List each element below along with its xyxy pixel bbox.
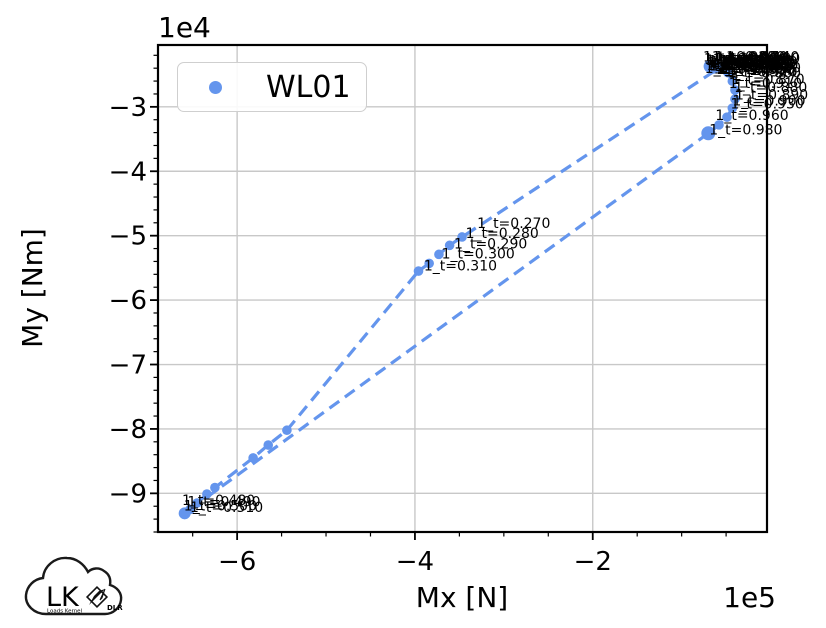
y-offset-text: 1e4 — [158, 11, 211, 44]
data-point — [727, 103, 738, 113]
data-point — [730, 94, 740, 104]
tick-labels: −6 −4 −2 −3 −4 −5 −6 −7 −8 −9 — [109, 93, 612, 577]
data-point — [714, 120, 724, 130]
annotation-label: 1_t=0.030 — [719, 61, 792, 77]
annotation-label: 1_t=0.280 — [466, 226, 539, 242]
x-tick-label: −2 — [574, 547, 612, 577]
annotation-label: 1_t=0.120 — [715, 51, 788, 67]
annotation-label: 1_t=0.210 — [712, 50, 785, 66]
annotation-label: 1_t=0.240 — [728, 61, 801, 77]
annotation-label: 1_t=0.290 — [454, 236, 527, 252]
annotation-label: 1_t=0.980 — [709, 122, 782, 138]
data-point — [727, 76, 738, 86]
annotation-label: 1_t=0.850 — [722, 62, 795, 78]
annotation-label: 1_t=0.910 — [729, 76, 802, 92]
annotation-label: 1_t=0.920 — [724, 64, 797, 80]
y-tick-label: −9 — [109, 479, 147, 509]
x-tick-label: −4 — [396, 547, 434, 577]
annotation-label: 1_t=0.180 — [722, 54, 795, 70]
data-point — [701, 126, 716, 141]
y-axis-label: My [Nm] — [16, 228, 49, 348]
annotation-label: 1_t=0.100 — [705, 61, 778, 77]
annotation-label: 1_t=0.090 — [725, 57, 798, 73]
annotation-label: 1_t=0.060 — [709, 59, 782, 75]
data-point — [178, 507, 191, 520]
data-point — [715, 62, 726, 72]
annotation-label: 1_t=0.930 — [731, 97, 804, 113]
data-point — [424, 258, 434, 269]
y-tick-label: −3 — [109, 93, 147, 123]
annotation-label: 1_t=0.150 — [706, 53, 779, 69]
annotation-label: 1_t=0.890 — [735, 88, 808, 104]
data-point — [722, 112, 732, 122]
annotation-label: 1_t=0.110 — [710, 55, 783, 71]
annotation-label: 1_t=0.860 — [728, 66, 801, 82]
series — [178, 59, 740, 520]
annotation-label: 1_t=0.140 — [726, 50, 799, 66]
data-point — [192, 498, 202, 508]
annotation-label: 1_t=0.220 — [717, 53, 790, 69]
annotation-label: 1_t=0.130 — [721, 59, 794, 75]
annotation-label: 1_t=0.880 — [734, 80, 807, 96]
logo-lk-text: LK — [46, 582, 80, 613]
data-point — [248, 453, 258, 463]
annotation-label: 1_t=0.020 — [714, 57, 787, 73]
annotation-label: 1_t=0.960 — [715, 108, 788, 124]
annotation-label: 1_t=0.270 — [477, 216, 550, 232]
data-point — [434, 249, 444, 260]
annotation-label: 1_t=0.160 — [711, 57, 784, 73]
y-tick-label: −8 — [109, 415, 147, 445]
annotation-label: 1_t=0.260 — [713, 52, 786, 68]
data-point — [444, 240, 455, 251]
data-point — [730, 85, 740, 95]
annotation-label: 1_t=0.190 — [727, 51, 800, 67]
logo-subtitle-text: Loads Kernel — [47, 609, 83, 615]
annotation-label: 1_t=0.070 — [715, 50, 788, 66]
legend-label: WL01 — [266, 69, 351, 105]
x-axis-label: Mx [N] — [416, 581, 508, 614]
x-tick-label: −6 — [218, 547, 256, 577]
y-tick-label: −6 — [109, 286, 147, 316]
annotation-label: 1_t=0.480 — [182, 493, 255, 509]
annotation-label: 1_t=0.500 — [184, 499, 257, 515]
annotation-label: 1_t=0.250 — [707, 55, 780, 71]
annotation-label: 1_t=0.080 — [720, 53, 793, 69]
annotation-label: 1_t=0.170 — [716, 61, 789, 77]
annotation-label: 1_t=0.490 — [187, 495, 260, 511]
annotation-label: 1_t=0.050 — [704, 52, 777, 68]
annotation-label: 1_t=0.300 — [442, 247, 515, 263]
annotation-label: 1_t=0.200 — [707, 58, 780, 74]
data-point — [457, 232, 467, 242]
annotation-label: 1_t=0.900 — [732, 93, 805, 109]
data-point — [413, 266, 424, 276]
x-offset-text: 1e5 — [723, 581, 776, 614]
y-tick-label: −5 — [109, 222, 147, 252]
legend[interactable]: WL01 — [177, 62, 367, 112]
annotation-label: 1_t=0.310 — [424, 258, 497, 274]
annotation-label: 1_t=0.000 — [703, 50, 776, 66]
annotation-label: 1_t=0.870 — [731, 72, 804, 88]
data-point — [210, 482, 220, 493]
dlr-logo-icon — [85, 585, 109, 609]
tick-marks — [150, 54, 727, 540]
annotation-label: 1_t=0.510 — [190, 500, 263, 516]
data-point — [202, 489, 212, 499]
annotations: 1_t=0.0001_t=0.0101_t=0.0201_t=0.0301_t=… — [182, 50, 808, 516]
data-point — [263, 440, 274, 450]
y-tick-label: −7 — [109, 351, 147, 381]
data-point — [282, 425, 292, 436]
annotation-label: 1_t=0.010 — [708, 53, 781, 69]
annotation-label: 1_t=0.040 — [724, 55, 797, 71]
logo-dlr-text: DLR — [107, 604, 123, 612]
loads-kernel-logo: LK Loads Kernel DLR — [24, 556, 123, 616]
legend-marker-icon — [209, 80, 222, 94]
y-tick-label: −4 — [109, 157, 147, 187]
annotation-label: 1_t=0.230 — [723, 57, 796, 73]
axes-spines — [156, 43, 769, 534]
data-point — [723, 67, 733, 78]
